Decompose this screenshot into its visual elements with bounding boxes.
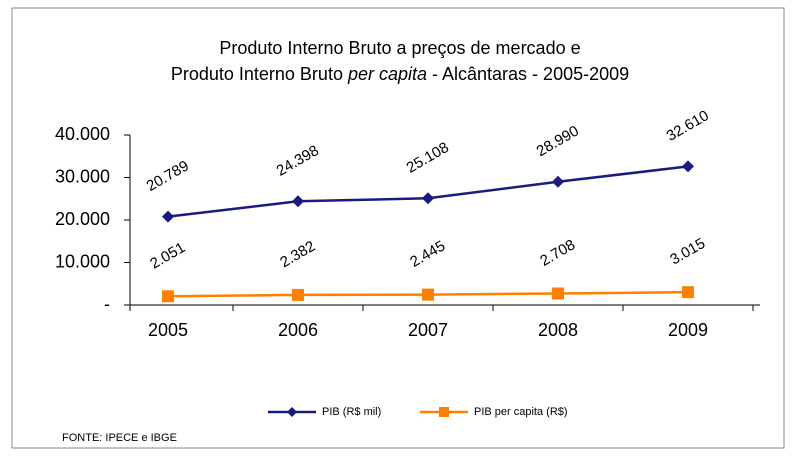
y-tick-label: 40.000 bbox=[55, 124, 110, 144]
title-part: per capita bbox=[347, 64, 427, 84]
legend-marker bbox=[287, 407, 297, 417]
marker bbox=[422, 288, 434, 301]
y-tick-label: 10.000 bbox=[55, 251, 110, 271]
legend-marker bbox=[439, 407, 449, 417]
source-note: FONTE: IPECE e IBGE bbox=[62, 432, 177, 444]
legend-label: PIB per capita (R$) bbox=[474, 406, 568, 418]
marker bbox=[292, 288, 304, 301]
marker bbox=[422, 192, 434, 205]
x-tick-label: 2005 bbox=[148, 320, 188, 340]
y-tick-label: - bbox=[104, 294, 110, 314]
x-tick-label: 2006 bbox=[278, 320, 318, 340]
marker bbox=[162, 210, 174, 223]
marker bbox=[552, 175, 564, 188]
chart-title: Produto Interno Bruto per capita - Alcânta… bbox=[171, 64, 629, 84]
chart-title: Produto Interno Bruto a preços de mercad… bbox=[219, 38, 580, 58]
legend-label: PIB (R$ mil) bbox=[322, 406, 381, 418]
marker bbox=[162, 290, 174, 303]
y-tick-label: 20.000 bbox=[55, 209, 110, 229]
title-part: Produto Interno Bruto bbox=[171, 64, 343, 84]
marker bbox=[682, 160, 694, 173]
marker bbox=[292, 195, 304, 208]
x-tick-label: 2008 bbox=[538, 320, 578, 340]
title-part: - Alcântaras - 2005-2009 bbox=[432, 64, 629, 84]
x-tick-label: 2009 bbox=[668, 320, 708, 340]
y-tick-label: 30.000 bbox=[55, 166, 110, 186]
marker bbox=[682, 286, 694, 299]
chart-frame bbox=[11, 7, 785, 449]
marker bbox=[552, 287, 564, 300]
x-tick-label: 2007 bbox=[408, 320, 448, 340]
